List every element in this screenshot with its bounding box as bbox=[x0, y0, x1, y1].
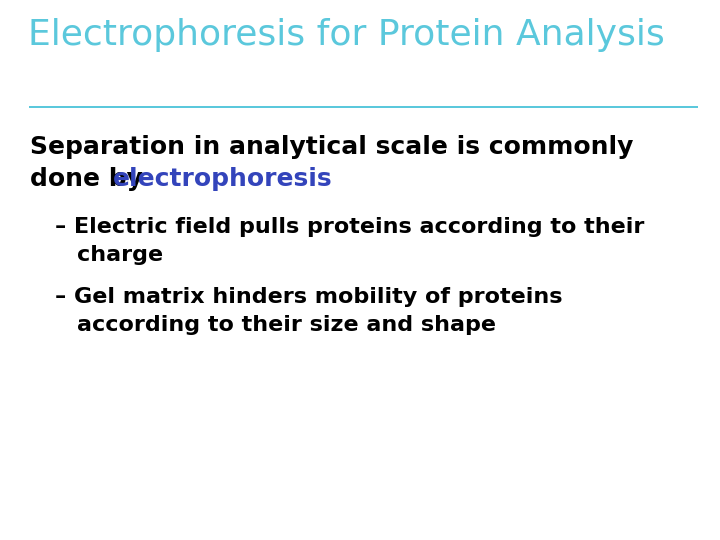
Text: done by: done by bbox=[30, 167, 152, 191]
Text: charge: charge bbox=[77, 245, 163, 265]
Text: according to their size and shape: according to their size and shape bbox=[77, 315, 496, 335]
Text: Separation in analytical scale is commonly: Separation in analytical scale is common… bbox=[30, 135, 634, 159]
Text: – Gel matrix hinders mobility of proteins: – Gel matrix hinders mobility of protein… bbox=[55, 287, 562, 307]
Text: electrophoresis: electrophoresis bbox=[113, 167, 333, 191]
Text: Electrophoresis for Protein Analysis: Electrophoresis for Protein Analysis bbox=[28, 18, 665, 52]
Text: – Electric field pulls proteins according to their: – Electric field pulls proteins accordin… bbox=[55, 217, 644, 237]
